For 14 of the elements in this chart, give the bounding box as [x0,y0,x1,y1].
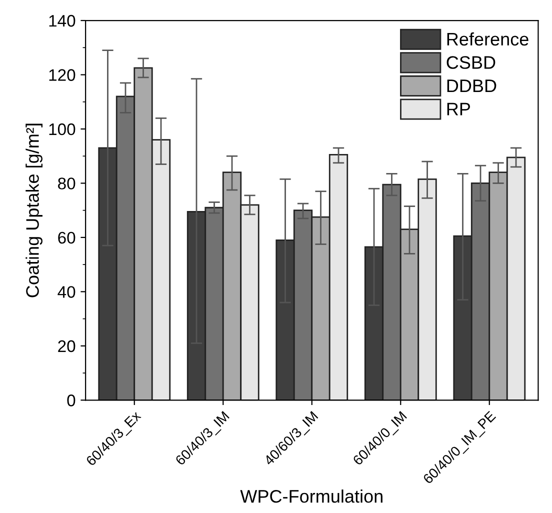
x-axis-title: WPC-Formulation [240,489,382,503]
y-tick-label: 120 [49,69,76,81]
y-tick-label: 60 [58,232,76,244]
y-tick-label: 40 [58,286,76,298]
y-tick-label: 140 [49,14,76,27]
legend-label: RP [447,102,470,116]
legend-label: Reference [447,32,528,46]
y-axis-title: Coating Uptake [g/m²] [26,124,42,298]
y-tick-label: 0 [67,394,76,406]
legend-label: CSBD [446,56,496,69]
y-tick-label: 20 [58,340,76,352]
legend-label: DDBD [447,80,496,92]
y-tick-label: 100 [49,123,76,136]
y-tick-label: 80 [58,178,76,190]
